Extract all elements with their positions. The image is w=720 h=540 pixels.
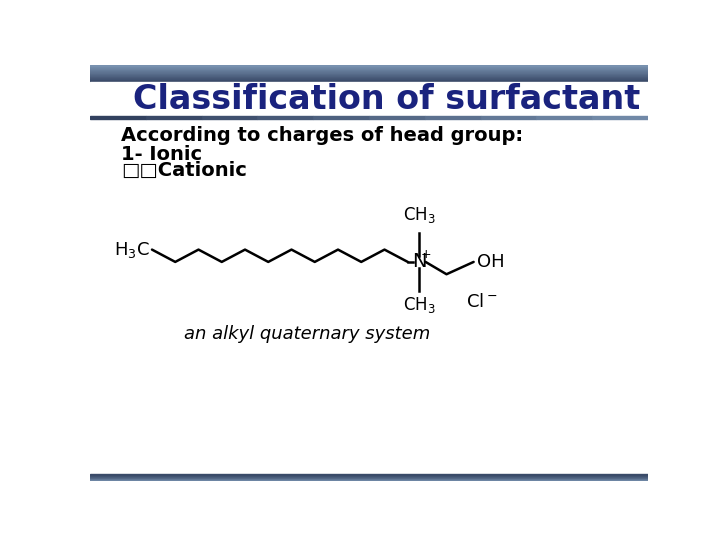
Bar xyxy=(90,118,145,119)
Bar xyxy=(425,118,481,119)
Bar xyxy=(369,118,425,119)
Bar xyxy=(258,117,313,118)
Text: 1- Ionic: 1- Ionic xyxy=(121,145,202,164)
Bar xyxy=(90,475,648,476)
Bar xyxy=(593,118,648,119)
Bar xyxy=(90,66,648,67)
Bar xyxy=(90,480,648,481)
Bar xyxy=(90,76,648,77)
Bar xyxy=(90,117,145,118)
Bar xyxy=(258,118,313,119)
Bar xyxy=(90,73,648,74)
Bar xyxy=(536,118,593,119)
Bar xyxy=(90,476,648,477)
Bar xyxy=(202,118,258,119)
Text: CH$_3$: CH$_3$ xyxy=(403,295,436,315)
Text: CH$_3$: CH$_3$ xyxy=(403,205,436,225)
Bar xyxy=(145,118,202,119)
Bar xyxy=(90,70,648,71)
Bar xyxy=(90,72,648,73)
Bar xyxy=(536,117,593,118)
Bar xyxy=(90,71,648,72)
Text: Classification of surfactant: Classification of surfactant xyxy=(132,83,640,116)
Bar xyxy=(145,117,202,118)
Bar xyxy=(90,78,648,79)
Bar xyxy=(90,74,648,75)
Text: an alkyl quaternary system: an alkyl quaternary system xyxy=(184,325,430,343)
Text: H$_3$C: H$_3$C xyxy=(114,240,150,260)
Bar xyxy=(90,65,648,66)
Bar xyxy=(425,117,481,118)
Bar xyxy=(90,80,648,81)
Text: Cl$^-$: Cl$^-$ xyxy=(466,293,497,311)
Bar xyxy=(313,117,369,118)
Text: N: N xyxy=(412,252,427,272)
Bar xyxy=(90,478,648,479)
Bar xyxy=(90,477,648,478)
Bar xyxy=(593,117,648,118)
Text: OH: OH xyxy=(477,253,505,271)
Bar xyxy=(90,82,648,119)
Bar xyxy=(481,118,536,119)
Bar xyxy=(90,81,648,82)
Bar xyxy=(90,68,648,69)
Bar xyxy=(202,117,258,118)
Bar xyxy=(90,67,648,68)
Text: +: + xyxy=(421,248,432,261)
Text: □□Cationic: □□Cationic xyxy=(121,161,247,180)
Bar xyxy=(90,77,648,78)
Bar xyxy=(313,118,369,119)
Bar xyxy=(90,479,648,480)
Bar xyxy=(369,117,425,118)
Text: According to charges of head group:: According to charges of head group: xyxy=(121,126,523,145)
Bar xyxy=(90,75,648,76)
Bar xyxy=(481,117,536,118)
Bar xyxy=(90,79,648,80)
Bar xyxy=(90,69,648,70)
